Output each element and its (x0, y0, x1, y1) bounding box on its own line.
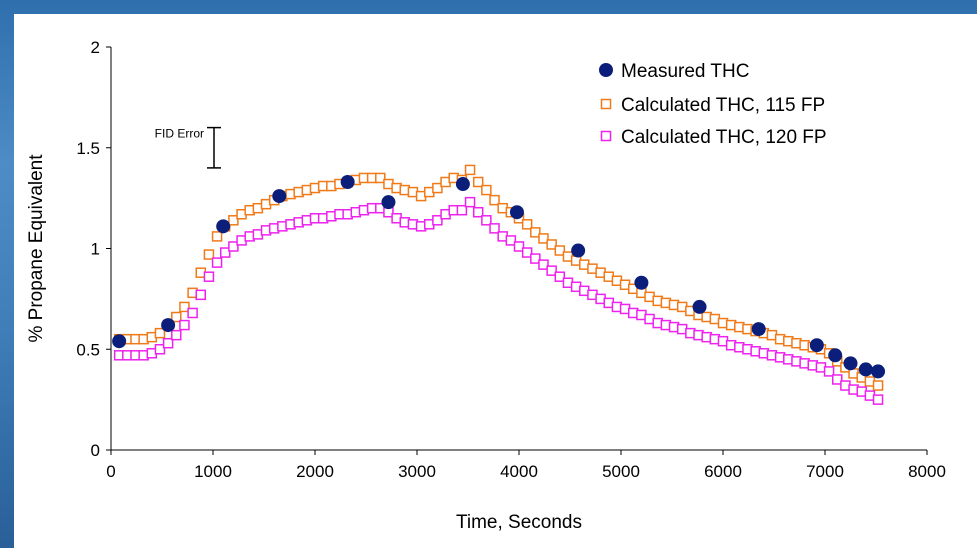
y-tick-label: 0.5 (76, 340, 100, 359)
calc-120fp-point (823, 366, 835, 377)
measured-thc-point (340, 175, 355, 190)
measured-thc-point (455, 177, 470, 192)
calc-115fp-point (179, 301, 190, 313)
x-tick-label: 3000 (398, 462, 436, 481)
calc-120fp-point (831, 374, 843, 385)
calc-120fp-point (489, 223, 500, 234)
measured-thc-point (161, 318, 176, 333)
calc-120fp-point (530, 253, 541, 264)
legend-entry-2: Calculated THC, 120 FP (600, 127, 827, 148)
legend-marker (599, 63, 613, 77)
measured-thc-point (809, 338, 824, 353)
calc-120fp-point (464, 196, 476, 208)
calc-120fp-point (505, 235, 517, 246)
calc-120fp-point (872, 394, 884, 405)
measured-thc-point (692, 299, 707, 314)
calc-120fp-point (481, 215, 492, 226)
x-tick-label: 7000 (806, 462, 844, 481)
y-axis-title: % Propane Equivalent (26, 154, 47, 343)
measured-thc-point (751, 322, 766, 337)
legend: Measured THC Calculated THC, 115 FP Calcul… (599, 61, 827, 148)
calc-115fp-point (872, 380, 884, 391)
legend-label: Calculated THC, 120 FP (621, 127, 827, 148)
axes: 0 1000 2000 3000 4000 5000 6000 7000 8000 0 0.5 1 1.… (26, 38, 946, 533)
legend-label: Measured THC (621, 61, 749, 82)
calc-120fp-point (187, 307, 198, 319)
calc-115fp-point (375, 172, 386, 184)
x-tick-label: 1000 (194, 462, 232, 481)
calc-115fp-point (521, 219, 533, 230)
calc-120fp-point (171, 329, 182, 341)
measured-thc-point (858, 362, 873, 377)
calc-115fp-point (432, 182, 443, 194)
measured-thc-point (381, 195, 396, 210)
x-tick-label: 0 (106, 462, 115, 481)
calc-115fp-point (154, 327, 166, 339)
calc-115fp-point (228, 215, 239, 226)
x-tick-label: 6000 (704, 462, 742, 481)
calc-115fp-point (546, 239, 557, 250)
calc-120fp-point (228, 241, 239, 252)
measured-thc-point (272, 189, 287, 204)
calc-115fp-point (481, 184, 492, 196)
calc-120fp-point (472, 206, 484, 218)
series-0 (112, 175, 886, 379)
calc-120fp-point (432, 215, 443, 226)
legend-marker (600, 98, 612, 110)
calc-120fp-point (513, 241, 525, 252)
measured-thc-point (634, 275, 649, 290)
x-tick-label: 8000 (908, 462, 946, 481)
calc-115fp-point (538, 233, 549, 244)
calc-120fp-point (179, 319, 190, 331)
calc-120fp-point (456, 204, 468, 216)
y-tick-label: 1 (91, 240, 100, 259)
calc-120fp-point (219, 247, 231, 258)
series-layer (112, 164, 886, 405)
fid-error-label: FID Error (155, 127, 204, 141)
measured-thc-point (509, 205, 524, 220)
measured-thc-point (112, 334, 127, 349)
calc-115fp-point (554, 245, 566, 256)
legend-label: Calculated THC, 115 FP (621, 95, 825, 116)
x-tick-label: 4000 (500, 462, 538, 481)
calc-120fp-point (538, 259, 549, 270)
calc-115fp-point (530, 227, 541, 238)
calc-120fp-point (203, 271, 215, 282)
calc-120fp-point (154, 344, 166, 355)
calc-115fp-point (171, 311, 182, 323)
measured-thc-point (571, 243, 586, 258)
calc-120fp-point (521, 247, 533, 258)
legend-entry-1: Calculated THC, 115 FP (600, 95, 825, 116)
x-tick-label: 2000 (296, 462, 334, 481)
chart-frame (14, 14, 977, 548)
calc-115fp-point (211, 231, 223, 242)
calc-115fp-point (472, 176, 484, 188)
measured-thc-point (216, 219, 231, 234)
x-axis-title: Time, Seconds (456, 512, 582, 533)
measured-thc-point (828, 348, 843, 363)
y-tick-label: 0 (91, 441, 100, 460)
y-tick-label: 1.5 (76, 139, 100, 158)
calc-115fp-point (489, 194, 500, 206)
calc-120fp-point (554, 271, 566, 282)
legend-marker (600, 130, 612, 142)
calc-120fp-point (195, 289, 207, 301)
legend-entry-0: Measured THC (599, 61, 749, 82)
x-tick-label: 5000 (602, 462, 640, 481)
calc-115fp-point (203, 249, 215, 260)
fid-error-annotation: FID Error (155, 127, 221, 169)
measured-thc-point (843, 356, 858, 371)
calc-120fp-point (546, 265, 557, 276)
measured-thc-point (871, 364, 886, 379)
calc-120fp-point (211, 257, 223, 268)
calc-115fp-point (464, 164, 476, 176)
y-tick-label: 2 (91, 38, 100, 57)
calc-120fp-point (162, 337, 174, 349)
